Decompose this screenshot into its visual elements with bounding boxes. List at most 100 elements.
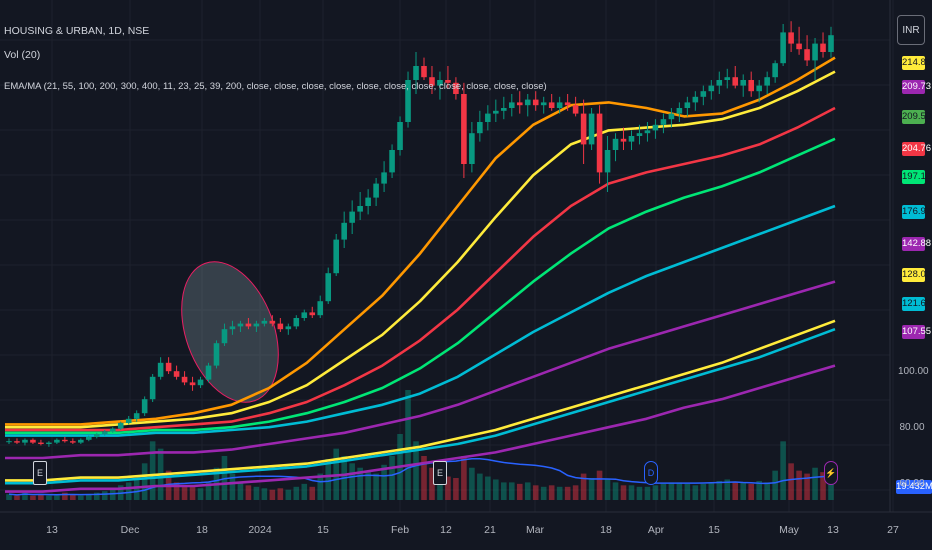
- volume-bar: [804, 473, 810, 500]
- volume-bar: [125, 482, 132, 500]
- ma-line: [5, 319, 836, 482]
- event-marker[interactable]: E: [433, 461, 447, 485]
- candle-body: [572, 105, 579, 114]
- x-tick-label: 13: [827, 524, 839, 536]
- volume-legend[interactable]: Vol (20): [4, 49, 41, 61]
- candle-body: [157, 362, 164, 377]
- x-tick-label: 15: [708, 524, 720, 536]
- volume-bar: [620, 485, 627, 500]
- volume-bar: [373, 473, 379, 500]
- volume-bar: [828, 471, 834, 500]
- scale-label: 19.432M: [896, 480, 932, 494]
- volume-bar: [516, 483, 523, 500]
- candle-body: [14, 441, 20, 443]
- ema-legend[interactable]: EMA/MA (21, 55, 100, 200, 300, 400, 11, …: [4, 81, 547, 92]
- candle-body: [125, 418, 132, 423]
- y-tick-label: 80.00: [899, 422, 925, 433]
- candle-body: [508, 102, 515, 108]
- volume-bar: [740, 482, 747, 500]
- candle-body: [532, 99, 539, 106]
- volume-bar: [6, 494, 12, 500]
- candle-body: [764, 77, 770, 86]
- candle-body: [397, 122, 403, 150]
- volume-bar: [668, 482, 675, 500]
- volume-bar: [285, 489, 292, 500]
- ma-line: [5, 137, 836, 435]
- volume-bar: [540, 486, 547, 500]
- scale-label: 209.50: [902, 110, 932, 124]
- volume-bar: [748, 483, 754, 500]
- x-tick-label: Feb: [390, 524, 410, 536]
- candle-body: [189, 382, 196, 386]
- candle-body: [660, 119, 667, 125]
- volume-bar: [556, 486, 563, 500]
- event-marker[interactable]: E: [33, 461, 47, 485]
- candle-body: [676, 108, 683, 114]
- candle-body: [381, 172, 387, 184]
- candle-body: [812, 43, 818, 61]
- volume-bar: [660, 483, 667, 500]
- volume-bar: [237, 482, 244, 500]
- volume-bar: [461, 456, 467, 500]
- candle-body: [181, 376, 188, 383]
- candle-body: [485, 113, 491, 122]
- volume-bar: [508, 482, 515, 500]
- volume-bar: [764, 482, 770, 500]
- candle-body: [469, 133, 475, 164]
- candle-body: [564, 102, 571, 106]
- volume-bar: [181, 485, 188, 500]
- x-tick-label: May: [779, 524, 799, 536]
- volume-bar: [636, 486, 643, 500]
- event-marker[interactable]: D: [644, 461, 658, 485]
- candle-body: [596, 113, 603, 173]
- volume-bar: [86, 494, 92, 500]
- volume-bar: [293, 486, 300, 500]
- volume-bar: [405, 390, 411, 500]
- volume-bar: [700, 483, 707, 500]
- volume-bar: [501, 482, 507, 500]
- scale-label: 107.55: [902, 325, 932, 339]
- candle-body: [668, 113, 675, 120]
- scale-label: 209.73: [902, 80, 932, 94]
- volume-bar: [413, 441, 419, 500]
- volume-bar: [277, 488, 284, 500]
- candle-body: [133, 413, 140, 419]
- volume-bar: [269, 489, 276, 500]
- candle-body: [580, 113, 587, 145]
- event-marker[interactable]: ⚡: [824, 461, 838, 485]
- volume-bar: [62, 492, 68, 500]
- currency-button[interactable]: INR: [897, 15, 925, 45]
- candle-body: [700, 91, 707, 97]
- candle-body: [30, 439, 36, 443]
- candle-body: [780, 32, 786, 64]
- candle-body: [548, 102, 555, 108]
- volume-bar: [485, 476, 491, 500]
- candle-body: [349, 211, 355, 223]
- volume-bar: [46, 495, 52, 500]
- volume-bar: [820, 472, 826, 500]
- candle-body: [253, 323, 260, 327]
- candle-body: [556, 102, 563, 108]
- x-tick-label: 18: [196, 524, 208, 536]
- volume-bar: [309, 486, 316, 500]
- candle-body: [245, 323, 252, 327]
- volume-bar: [133, 478, 140, 500]
- x-tick-label: 2024: [248, 524, 272, 536]
- volume-bar: [197, 488, 204, 500]
- candle-body: [229, 326, 236, 330]
- candle-body: [612, 138, 619, 150]
- candle-body: [22, 439, 28, 443]
- scale-label: 197.12: [902, 170, 932, 184]
- candle-body: [820, 43, 826, 52]
- scale-label: 121.64: [902, 297, 932, 311]
- candle-body: [732, 77, 739, 86]
- volume-bar: [349, 463, 355, 500]
- symbol-title[interactable]: HOUSING & URBAN, 1D, NSE: [4, 25, 150, 37]
- candle-body: [165, 362, 172, 372]
- candle-body: [540, 102, 547, 106]
- volume-bar: [477, 473, 483, 500]
- x-tick-label: 18: [600, 524, 612, 536]
- volume-bar: [780, 441, 786, 500]
- volume-bar: [708, 482, 715, 500]
